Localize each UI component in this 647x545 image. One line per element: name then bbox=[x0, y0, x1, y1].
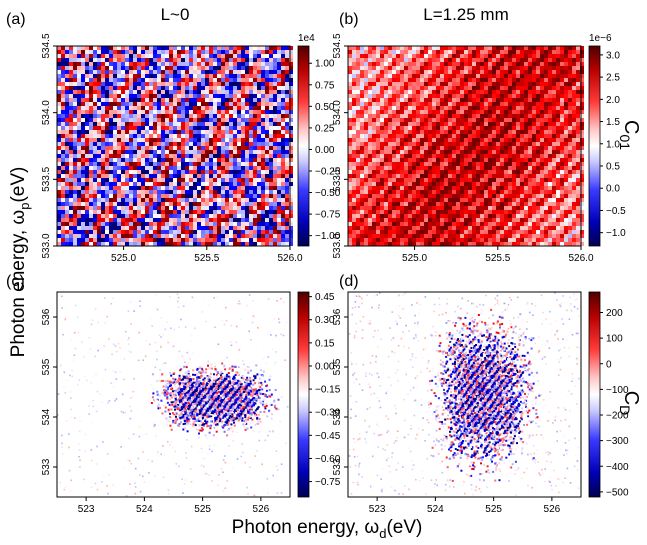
colorbar bbox=[588, 291, 601, 498]
colorbar-label-cd: CD bbox=[617, 391, 642, 416]
y-tick-label: 533.5 bbox=[41, 166, 52, 191]
y-tick-label: 536 bbox=[41, 308, 52, 325]
heatmap-plot-area bbox=[57, 292, 290, 497]
colorbar-tick-label: −0.45 bbox=[315, 431, 341, 442]
colorbar-tick-label: 0.15 bbox=[315, 338, 335, 349]
y-axis-label: Photon energy, ωp(eV) bbox=[8, 167, 32, 358]
colorbar-tick-label: 0.45 bbox=[315, 292, 335, 303]
axes-frame bbox=[347, 291, 582, 498]
colorbar-tick-label: 0.25 bbox=[315, 123, 335, 134]
colorbar-tick-label: −400 bbox=[606, 462, 629, 473]
heatmap-plot-area bbox=[348, 292, 581, 497]
colorbar-tick-label: 0.75 bbox=[315, 80, 335, 91]
colorbar-tick-label: 0.5 bbox=[606, 162, 620, 173]
colorbar-tick-label: 1.00 bbox=[315, 59, 335, 70]
x-tick-label: 524 bbox=[136, 504, 153, 515]
colorbar-tick-label: 2.5 bbox=[606, 73, 620, 84]
x-tick-label: 523 bbox=[78, 504, 95, 515]
colorbar-tick-label: −300 bbox=[606, 436, 629, 447]
colorbar-tick-label: 2.0 bbox=[606, 95, 620, 106]
panel-label: (d) bbox=[339, 273, 359, 290]
y-tick-label: 535 bbox=[332, 358, 343, 375]
colorbar-tick-label: 1.0 bbox=[606, 139, 620, 150]
panel-label: (a) bbox=[6, 11, 26, 28]
y-tick-label: 534.0 bbox=[41, 100, 52, 125]
y-tick-label: 534 bbox=[332, 408, 343, 425]
colorbar-tick-label: −0.60 bbox=[315, 454, 341, 465]
x-tick-label: 526.0 bbox=[568, 253, 593, 264]
colorbar-tick-label: −0.75 bbox=[315, 477, 341, 488]
panel-a: (a) L~0 525.0 525.5 526.0 533.0 533.5 534.0 534.… bbox=[6, 5, 341, 264]
panel-b: (b) L=1.25 mm 525.0 525.5 526.0 533.0 533.5 534… bbox=[332, 5, 626, 264]
colorbar-tick-label: −0.25 bbox=[315, 167, 341, 178]
y-tick-label: 533.0 bbox=[41, 233, 52, 258]
colorbar-tick-label: 0.30 bbox=[315, 315, 335, 326]
x-tick-label: 525 bbox=[485, 504, 502, 515]
colorbar bbox=[297, 45, 310, 247]
axes-frame bbox=[56, 291, 291, 498]
heatmap-plot-area bbox=[348, 46, 584, 246]
heatmap-plot-area bbox=[57, 46, 293, 246]
panel-label: (c) bbox=[6, 273, 25, 290]
y-tick-label: 534.0 bbox=[332, 100, 343, 125]
y-tick-label: 534 bbox=[41, 408, 52, 425]
x-tick-label: 525.5 bbox=[485, 253, 510, 264]
colorbar-tick-label: 100 bbox=[606, 334, 623, 345]
y-tick-label: 533 bbox=[41, 458, 52, 475]
colorbar-tick-label: −0.75 bbox=[315, 210, 341, 221]
colorbar-tick-label: 0 bbox=[606, 359, 612, 370]
colorbar-tick-label: 0.00 bbox=[315, 361, 335, 372]
y-tick-label: 533.0 bbox=[332, 233, 343, 258]
colorbar-tick-label: −500 bbox=[606, 487, 629, 498]
colorbar-exponent: 1e−6 bbox=[589, 33, 612, 44]
y-tick-label: 534.5 bbox=[41, 33, 52, 58]
x-tick-label: 526 bbox=[253, 504, 270, 515]
colorbar-tick-label: 1.5 bbox=[606, 117, 620, 128]
colorbar-exponent: 1e4 bbox=[298, 33, 315, 44]
axes-frame bbox=[56, 45, 291, 247]
y-tick-label: 536 bbox=[332, 308, 343, 325]
x-tick-label: 525.5 bbox=[194, 253, 219, 264]
colorbar-tick-label: −0.5 bbox=[606, 206, 626, 217]
colorbar-tick-label: 3.0 bbox=[606, 50, 620, 61]
panel-c: (c) 523 524 525 526 533 534 535 536 0.45 0.30 0.15 0… bbox=[6, 273, 341, 515]
colorbar-tick-label: −0.50 bbox=[315, 188, 341, 199]
axes-frame bbox=[347, 45, 582, 247]
x-tick-label: 524 bbox=[427, 504, 444, 515]
x-tick-label: 525.0 bbox=[111, 253, 136, 264]
x-tick-label: 523 bbox=[369, 504, 386, 515]
x-tick-label: 526.0 bbox=[277, 253, 302, 264]
colorbar bbox=[588, 45, 601, 247]
colorbar-tick-label: 200 bbox=[606, 308, 623, 319]
colorbar bbox=[297, 291, 310, 498]
x-axis-label: Photon energy, ωd(eV) bbox=[232, 517, 423, 541]
panel-title: L~0 bbox=[161, 5, 190, 24]
colorbar-tick-label: −1.00 bbox=[315, 231, 341, 242]
x-tick-label: 526 bbox=[544, 504, 561, 515]
colorbar-tick-label: −0.15 bbox=[315, 385, 341, 396]
colorbar-tick-label: −1.0 bbox=[606, 228, 626, 239]
colorbar-tick-label: 0.50 bbox=[315, 102, 335, 113]
colorbar-tick-label: −200 bbox=[606, 411, 629, 422]
panel-label: (b) bbox=[339, 11, 359, 28]
y-tick-label: 534.5 bbox=[332, 33, 343, 58]
y-tick-label: 533.5 bbox=[332, 166, 343, 191]
colorbar-tick-label: −0.30 bbox=[315, 408, 341, 419]
colorbar-tick-label: −100 bbox=[606, 385, 629, 396]
y-tick-label: 535 bbox=[41, 358, 52, 375]
colorbar-tick-label: 0.0 bbox=[606, 184, 620, 195]
panel-title: L=1.25 mm bbox=[423, 5, 509, 24]
y-tick-label: 533 bbox=[332, 458, 343, 475]
colorbar-tick-label: 0.00 bbox=[315, 145, 335, 156]
colorbar-label-c01: C01 bbox=[617, 120, 642, 150]
x-tick-label: 525.0 bbox=[402, 253, 427, 264]
panel-d: (d) 523 524 525 526 533 534 535 536 200 100 0 −100 −2… bbox=[332, 273, 629, 515]
x-tick-label: 525 bbox=[194, 504, 211, 515]
